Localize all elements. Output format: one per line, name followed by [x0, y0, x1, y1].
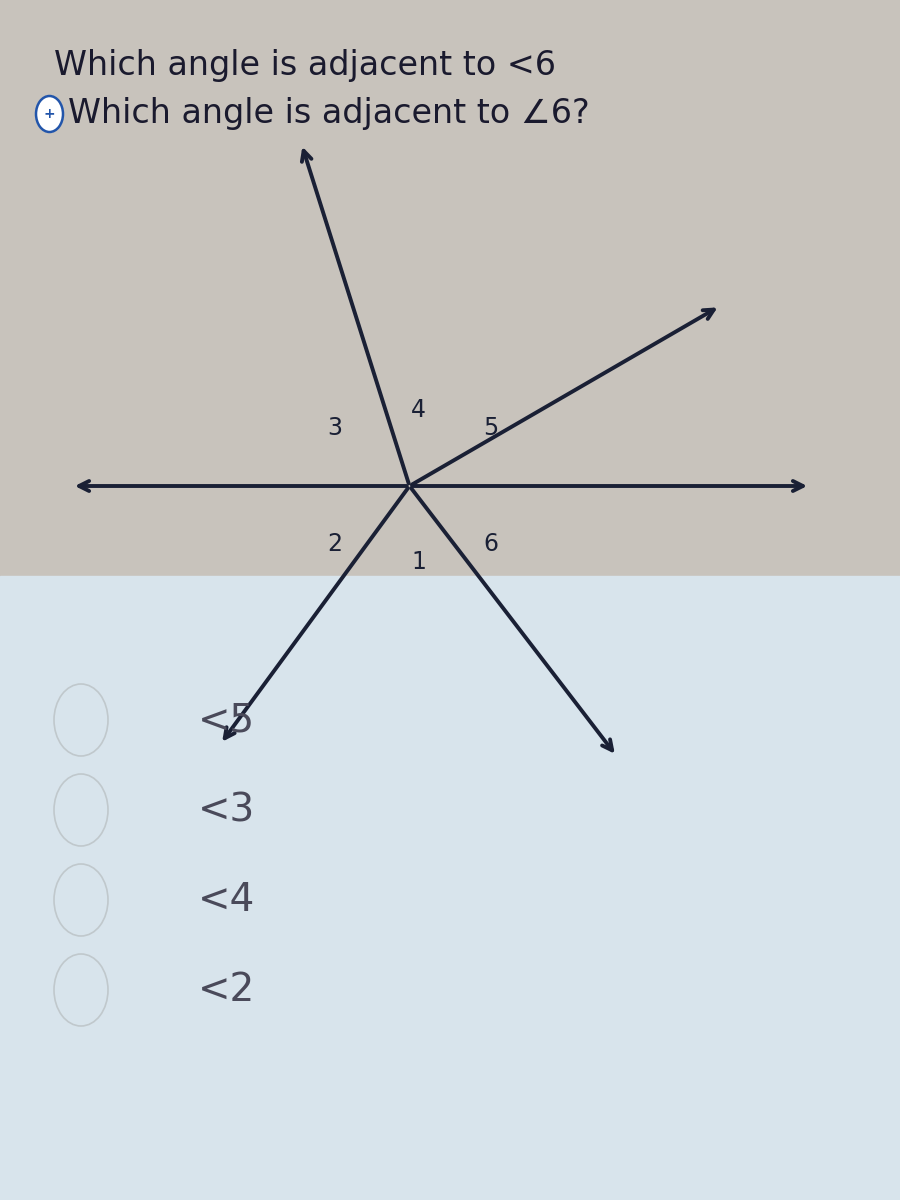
- Text: 2: 2: [327, 532, 342, 556]
- Text: <3: <3: [198, 791, 256, 829]
- Text: 3: 3: [327, 416, 342, 440]
- Text: +: +: [44, 107, 55, 121]
- Text: 6: 6: [483, 532, 499, 556]
- Text: <2: <2: [198, 971, 256, 1009]
- Bar: [0, 576, 900, 1200]
- Text: Which angle is adjacent to <6: Which angle is adjacent to <6: [54, 49, 556, 83]
- Text: <4: <4: [198, 881, 256, 919]
- Text: Which angle is adjacent to ∠6?: Which angle is adjacent to ∠6?: [68, 97, 590, 131]
- Text: 5: 5: [483, 416, 499, 440]
- Circle shape: [36, 96, 63, 132]
- Text: <5: <5: [198, 701, 255, 739]
- Text: 4: 4: [411, 398, 426, 422]
- Text: 1: 1: [411, 550, 426, 574]
